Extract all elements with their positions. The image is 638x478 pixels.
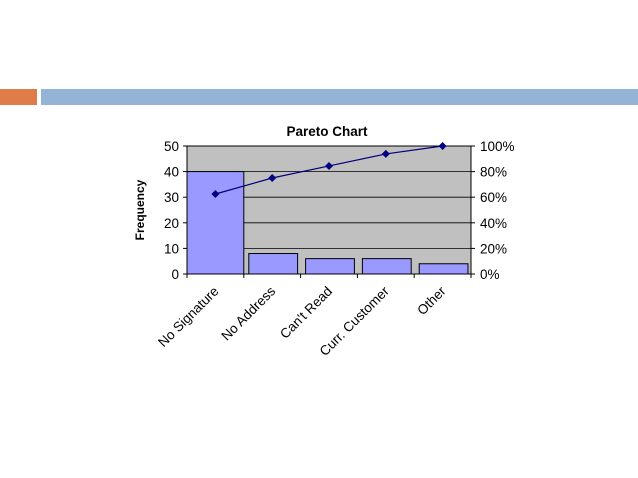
slide-header-bar <box>41 89 638 105</box>
cumulative-point <box>381 149 390 158</box>
cumulative-point <box>438 142 447 150</box>
chart-title: Pareto Chart <box>286 124 368 139</box>
y-tick-label: 40 <box>164 165 179 180</box>
y2-tick-label: 100% <box>480 139 515 154</box>
y-tick-label: 30 <box>164 190 179 205</box>
cumulative-point <box>211 190 220 198</box>
x-category-label: No Address <box>218 283 278 343</box>
plot-frame <box>186 145 472 275</box>
x-category-label: No Signature <box>155 284 221 350</box>
y2-tick-label: 0% <box>480 267 500 282</box>
x-category-label: Other <box>414 283 449 318</box>
y2-tick-label: 40% <box>480 216 507 231</box>
cumulative-point <box>268 174 277 182</box>
bar <box>248 253 299 275</box>
cumulative-point <box>325 161 333 170</box>
y-tick-label: 0 <box>171 267 179 282</box>
bar <box>361 258 412 275</box>
bar <box>418 263 469 275</box>
y-tick-label: 20 <box>164 216 179 231</box>
slide-accent-bar <box>0 89 37 105</box>
y-axis-label: Frequency <box>133 179 147 240</box>
plot-area: 0 10 20 30 40 50 0% 20% 40% 60% 80% 100% No Signatur… <box>155 139 514 359</box>
y-tick-label: 10 <box>164 241 179 256</box>
bar <box>305 258 355 275</box>
y-tick-label: 50 <box>164 139 179 154</box>
y2-tick-label: 60% <box>480 190 507 205</box>
y2-tick-label: 20% <box>480 241 507 256</box>
bar <box>186 171 245 275</box>
x-category-label: Can't Read <box>277 284 335 342</box>
y2-tick-label: 80% <box>480 165 507 180</box>
